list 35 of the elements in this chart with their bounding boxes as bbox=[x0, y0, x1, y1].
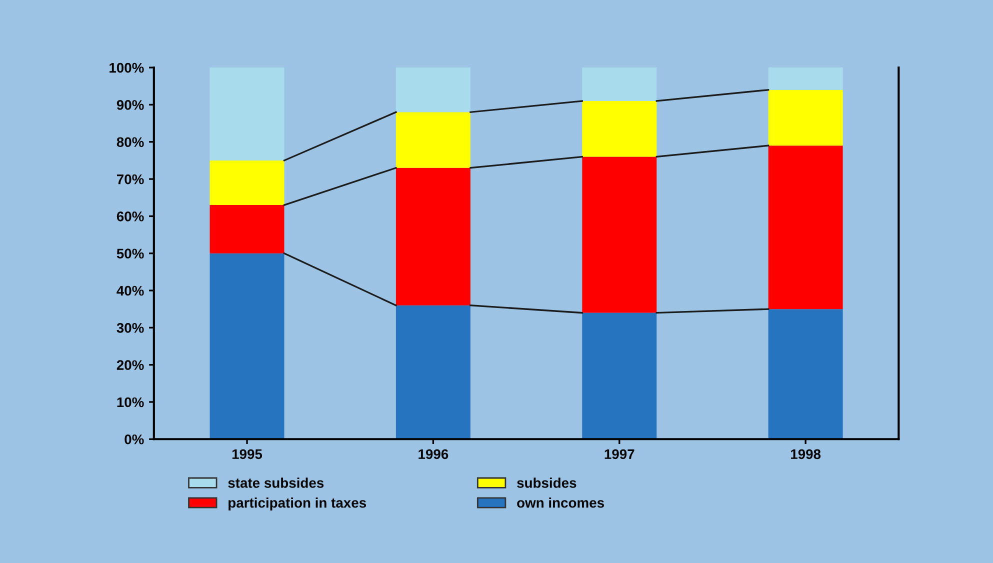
y-tick-label: 10% bbox=[117, 397, 144, 408]
x-tick-label: 1996 bbox=[418, 449, 448, 460]
y-tick-label: 0% bbox=[124, 434, 144, 444]
bar bbox=[582, 101, 657, 157]
y-tick-label: 30% bbox=[116, 323, 144, 333]
y-tick-label: 50% bbox=[116, 248, 144, 259]
bar bbox=[768, 146, 843, 310]
bar bbox=[768, 68, 843, 90]
bar bbox=[210, 160, 284, 206]
bar bbox=[768, 90, 843, 146]
bar bbox=[396, 68, 470, 112]
legend-label: subsides bbox=[517, 478, 576, 488]
bar bbox=[396, 168, 470, 306]
bar bbox=[768, 309, 843, 440]
y-tick-label: 100% bbox=[110, 62, 144, 73]
y-tick-label: 90% bbox=[116, 100, 144, 110]
legend-label: participation in taxes bbox=[228, 498, 366, 510]
y-tick-label: 60% bbox=[116, 212, 144, 222]
bar bbox=[396, 112, 470, 168]
bar bbox=[210, 68, 284, 160]
y-tick-label: 80% bbox=[116, 137, 144, 148]
x-tick-label: 1998 bbox=[791, 449, 821, 460]
bar bbox=[396, 305, 470, 440]
bar bbox=[210, 205, 284, 254]
x-tick-label: 1995 bbox=[232, 449, 262, 460]
y-tick-label: 40% bbox=[116, 286, 144, 296]
legend-label: state subsides bbox=[228, 478, 324, 488]
bar bbox=[582, 156, 657, 313]
y-tick-label: 20% bbox=[116, 360, 144, 370]
bar bbox=[582, 68, 657, 101]
y-tick-label: 70% bbox=[116, 174, 144, 184]
legend-label: own incomes bbox=[517, 498, 604, 508]
x-tick-label: 1997 bbox=[604, 449, 634, 460]
bar bbox=[582, 312, 657, 440]
bar bbox=[210, 253, 284, 440]
